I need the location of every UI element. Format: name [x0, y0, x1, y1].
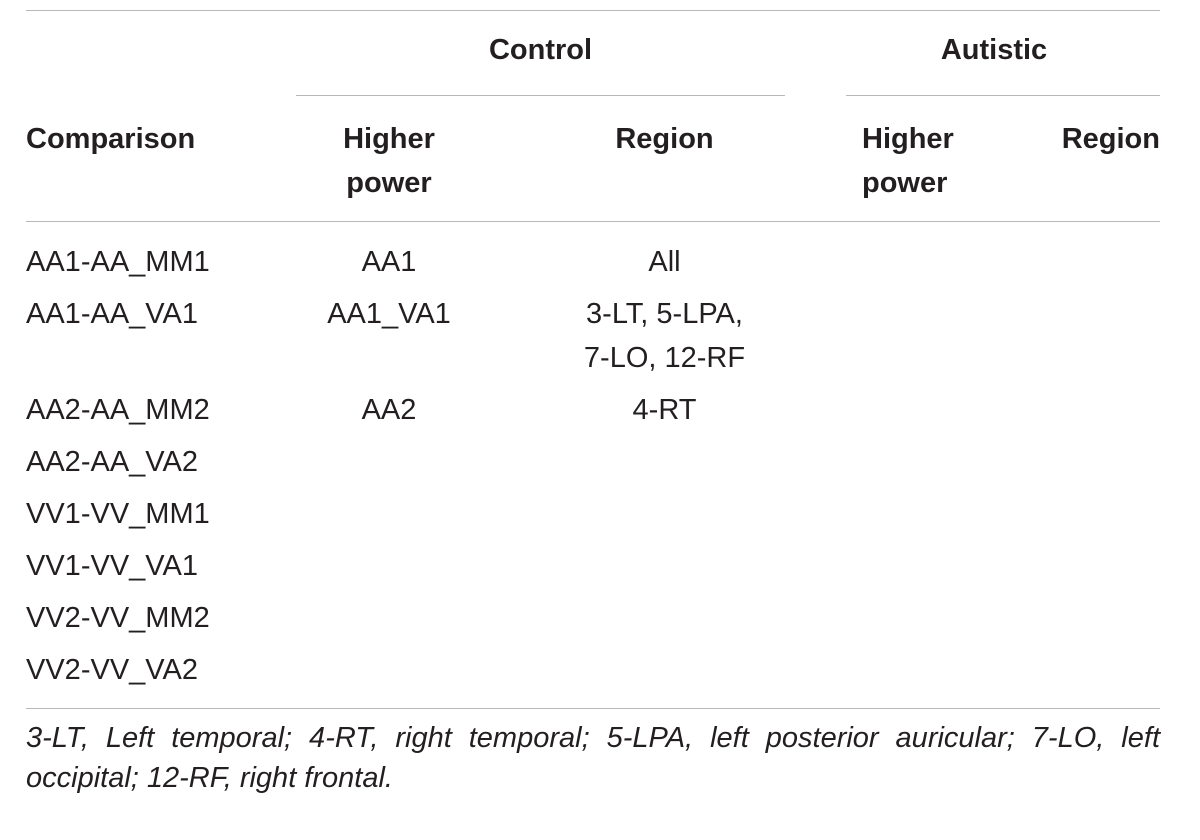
group-header-control: Control — [488, 34, 593, 66]
column-header-control-higher-power: Higher power — [296, 117, 482, 205]
column-header-autistic-region: Region — [1061, 123, 1160, 155]
header-bottom-rule — [26, 221, 1160, 222]
region-line: 7-LO, 12-RF — [583, 342, 746, 374]
cell-comparison: AA1-AA_VA1 — [26, 298, 198, 330]
cell-comparison: VV1-VV_VA1 — [26, 550, 198, 582]
table-bottom-rule — [26, 708, 1160, 709]
group-rule-control — [296, 95, 785, 96]
table-footnote: 3-LT, Left temporal; 4-RT, right tempora… — [26, 722, 1160, 794]
column-header-comparison: Comparison — [26, 123, 196, 155]
cell-control-region: 4-RT — [632, 394, 697, 426]
cell-comparison: VV2-VV_VA2 — [26, 654, 198, 686]
cell-comparison: VV2-VV_MM2 — [26, 602, 210, 634]
group-header-autistic: Autistic — [940, 34, 1048, 66]
cell-comparison: AA2-AA_VA2 — [26, 446, 198, 478]
cell-comparison: AA1-AA_MM1 — [26, 246, 210, 278]
cell-control-higher-power: AA1_VA1 — [327, 298, 451, 330]
header-line: Higher — [343, 123, 435, 155]
cell-comparison: VV1-VV_MM1 — [26, 498, 210, 530]
cell-control-higher-power: AA1 — [361, 246, 417, 278]
table-top-rule — [26, 10, 1160, 11]
group-rule-autistic — [846, 95, 1160, 96]
header-line: power — [862, 167, 948, 199]
cell-control-region: All — [648, 246, 681, 278]
header-line: power — [346, 167, 432, 199]
cell-control-region: 3-LT, 5-LPA, 7-LO, 12-RF — [544, 292, 785, 380]
region-line: 3-LT, 5-LPA, — [586, 298, 743, 330]
column-header-autistic-higher-power: Higher power — [862, 117, 954, 205]
cell-comparison: AA2-AA_MM2 — [26, 394, 210, 426]
header-line: Higher — [862, 123, 954, 155]
column-header-control-region: Region — [615, 123, 714, 155]
cell-control-higher-power: AA2 — [361, 394, 417, 426]
